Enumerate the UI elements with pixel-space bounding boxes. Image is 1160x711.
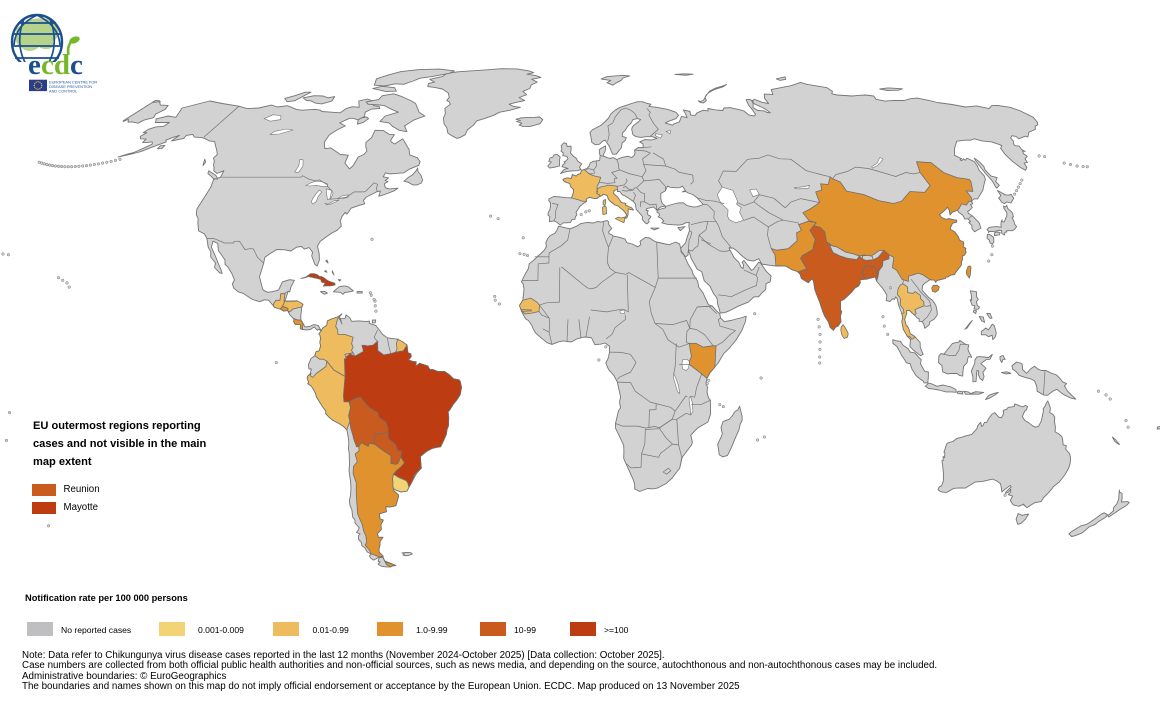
svg-text:e: e bbox=[28, 49, 41, 81]
svg-text:cd: cd bbox=[41, 49, 70, 81]
svg-text:DISEASE PREVENTION: DISEASE PREVENTION bbox=[49, 84, 92, 89]
svg-text:c: c bbox=[70, 49, 83, 81]
svg-text:AND CONTROL: AND CONTROL bbox=[49, 88, 78, 93]
svg-text:EUROPEAN CENTRE FOR: EUROPEAN CENTRE FOR bbox=[49, 80, 97, 85]
